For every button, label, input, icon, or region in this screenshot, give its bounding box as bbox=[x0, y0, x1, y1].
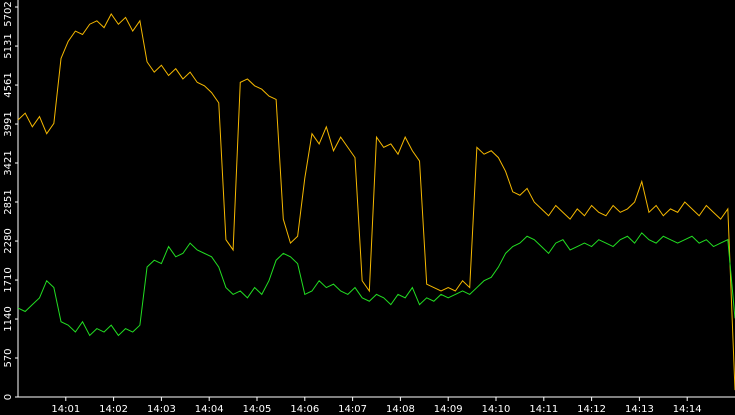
y-tick-label: 2280 bbox=[3, 228, 14, 253]
x-tick-label: 14:03 bbox=[147, 404, 176, 415]
y-tick-label: 3991 bbox=[3, 111, 14, 136]
x-tick-label: 14:06 bbox=[290, 404, 319, 415]
x-tick-label: 14:11 bbox=[529, 404, 558, 415]
y-tick-label: 0 bbox=[3, 394, 14, 400]
x-tick-label: 14:05 bbox=[243, 404, 272, 415]
x-tick-label: 14:04 bbox=[195, 404, 224, 415]
x-tick-label: 14:02 bbox=[99, 404, 128, 415]
x-tick-label: 14:10 bbox=[482, 404, 511, 415]
y-tick-label: 3421 bbox=[3, 150, 14, 175]
y-tick-label: 4561 bbox=[3, 72, 14, 97]
series-line bbox=[17, 13, 735, 391]
y-tick-label: 5702 bbox=[3, 1, 14, 26]
x-tick-label: 14:12 bbox=[577, 404, 606, 415]
y-tick-label: 1140 bbox=[3, 306, 14, 331]
y-tick-label: 2851 bbox=[3, 189, 14, 214]
y-tick-label: 570 bbox=[3, 348, 14, 367]
x-tick-label: 14:13 bbox=[625, 404, 654, 415]
x-tick-label: 14:14 bbox=[673, 404, 702, 415]
y-tick-label: 5131 bbox=[3, 33, 14, 58]
series-line bbox=[17, 232, 735, 337]
y-tick-label: 1710 bbox=[3, 267, 14, 292]
x-tick-label: 14:01 bbox=[51, 404, 80, 415]
x-tick-label: 14:07 bbox=[338, 404, 367, 415]
x-tick-label: 14:09 bbox=[434, 404, 463, 415]
x-tick-label: 14:08 bbox=[386, 404, 415, 415]
